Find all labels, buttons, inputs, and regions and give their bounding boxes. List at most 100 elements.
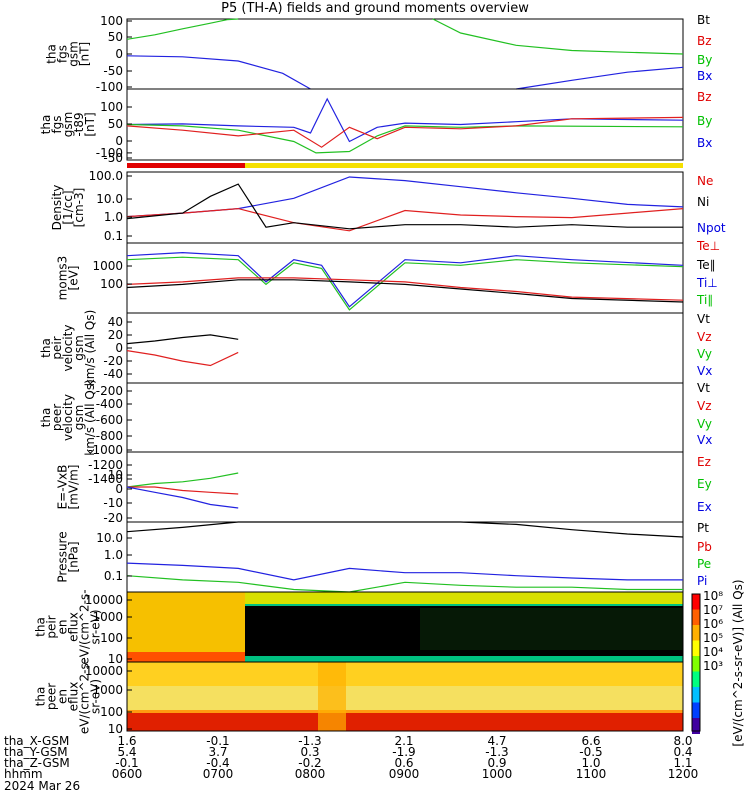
panel-moms: 1000 100 moms3[eV] Te⊥ Te∥ Ti⊥ Ti∥	[56, 239, 720, 314]
y-tick-label: 10.0	[96, 192, 123, 206]
colorbar-segment	[692, 687, 700, 703]
x-tick-label: 0800	[295, 767, 326, 781]
y-tick-label: -1000	[88, 443, 123, 457]
y-axis-label: tha	[34, 687, 48, 707]
legend-vt: Vt	[697, 312, 710, 326]
panel-frame	[126, 382, 684, 453]
x-tick-label: -0.1	[206, 734, 229, 748]
panel-frame	[126, 171, 684, 244]
y-tick-label: 10000	[85, 664, 123, 678]
y-axis-label: tha	[39, 115, 53, 135]
y-tick-label: 1000	[92, 610, 123, 624]
y-axis-label: eV/(cm^2-s-	[78, 659, 92, 734]
y-axis-label: eflux	[67, 612, 81, 642]
y-axis-label: en	[56, 620, 70, 635]
y-tick-label: 100	[100, 100, 123, 114]
series-pt-line	[126, 521, 684, 538]
y-tick-label: 1.0	[104, 548, 123, 562]
legend-vy: Vy	[697, 347, 712, 361]
legend-ti∥: Ti∥	[696, 293, 713, 307]
y-tick-label: -1200	[88, 458, 123, 472]
y-tick-label: 1.0	[104, 210, 123, 224]
y-tick-label: -10	[103, 496, 123, 510]
x-tick-label: -0.4	[206, 756, 229, 770]
y-axis-label: gsm	[72, 405, 86, 431]
y-axis-label: [nT]	[83, 112, 97, 136]
legend-bx: Bx	[697, 136, 712, 150]
y-tick-label: 0.1	[104, 229, 123, 243]
spectrogram-feature	[318, 662, 346, 731]
y-tick-label: -40	[103, 367, 123, 381]
series-vt-line	[126, 334, 239, 345]
x-tick-label: 2.1	[394, 734, 413, 748]
y-tick-label: 0	[115, 47, 123, 61]
panel-frame	[126, 242, 684, 314]
y-tick-label: -100	[96, 146, 123, 160]
x-tick-label: -1.3	[298, 734, 321, 748]
legend-bz: Bz	[697, 90, 712, 104]
spectrogram-region-pre	[127, 592, 245, 662]
series-bx-line	[516, 66, 684, 90]
series-pe-line	[126, 575, 683, 593]
legend-te∥: Te∥	[696, 258, 716, 272]
x-row-label: tha_Z-GSM	[4, 756, 70, 770]
legend-pt: Pt	[697, 521, 709, 535]
x-tick-label: 4.7	[487, 734, 506, 748]
y-tick-label: 10	[108, 468, 123, 482]
y-axis-label: fgs	[56, 45, 70, 63]
colorbar-segment	[692, 625, 700, 641]
series-ey-line	[126, 472, 239, 488]
y-tick-label: -600	[96, 413, 123, 427]
legend-ti⊥: Ti⊥	[696, 276, 718, 290]
y-axis-label: [nT]	[78, 42, 92, 66]
panel-frame	[126, 451, 684, 523]
panel-peir-spectrogram: 10000 1000 100 10 thapeirenefluxeV/(cm^2-s-s…	[34, 589, 684, 666]
x-tick-label: 5.4	[117, 745, 136, 759]
series-bz-line	[126, 116, 684, 148]
x-tick-label: 1.0	[581, 756, 600, 770]
x-tick-label: 1.6	[117, 734, 136, 748]
series-by-line	[126, 18, 239, 40]
legend-ne: Ne	[697, 174, 713, 188]
y-tick-label: -1400	[88, 472, 123, 486]
legend-by: By	[697, 53, 712, 67]
y-tick-label: -20	[103, 354, 123, 368]
status-bar-yellow	[245, 163, 683, 168]
colorbar-tick: 10⁷	[703, 603, 723, 617]
y-axis-label: gsm	[61, 112, 75, 138]
legend-vx: Vx	[697, 433, 712, 447]
y-axis-label: eV/(cm^2-s-	[78, 589, 92, 664]
x-tick-label: 8.0	[673, 734, 692, 748]
y-tick-label: -800	[96, 429, 123, 443]
legend-te⊥: Te⊥	[696, 239, 720, 253]
y-axis-label: tha	[39, 338, 53, 358]
legend-vx: Vx	[697, 364, 712, 378]
legend-vt: Vt	[697, 381, 710, 395]
x-tick-label: -1.3	[485, 745, 508, 759]
y-tick-label: -50	[103, 64, 123, 78]
legend-pe: Pe	[697, 557, 711, 571]
y-tick-label: 0.1	[104, 569, 123, 583]
y-tick-label: -50	[103, 151, 123, 165]
y-tick-label: 0	[115, 134, 123, 148]
series-pi-line	[126, 562, 683, 581]
y-tick-label: 100.0	[89, 169, 123, 183]
y-tick-label: 1000	[92, 683, 123, 697]
colorbar-segment	[692, 594, 700, 610]
series-ti⊥-line	[126, 251, 684, 308]
x-tick-label: 3.7	[208, 745, 227, 759]
x-tick-label: -0.1	[115, 756, 138, 770]
colorbar-segment	[692, 718, 700, 734]
y-tick-label: 100	[100, 14, 123, 28]
y-axis-label: peir	[45, 615, 59, 638]
y-axis-label: km/s (All Qs)	[83, 310, 97, 387]
colorbar-segment	[692, 702, 700, 719]
panel-pressure: 10.0 1.0 0.1 Pressure[nPa] Pt Pb Pe Pi	[56, 521, 712, 593]
y-axis-label: [nPa]	[67, 541, 81, 572]
y-tick-label: 50	[108, 117, 123, 131]
legend-bz: Bz	[697, 34, 712, 48]
